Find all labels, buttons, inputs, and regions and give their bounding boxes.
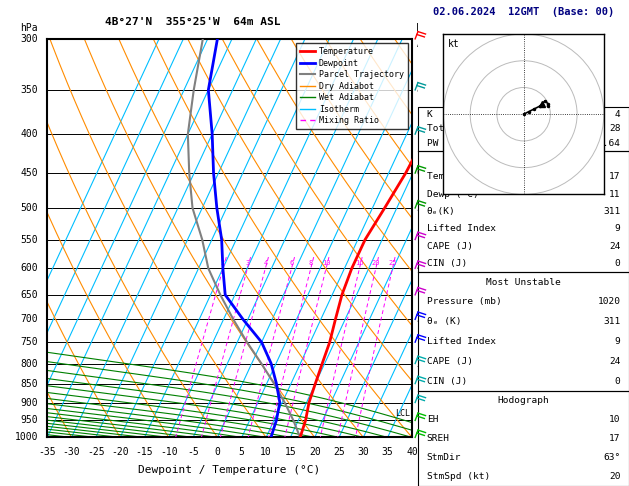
Text: 25: 25 — [388, 260, 397, 266]
Text: 02.06.2024  12GMT  (Base: 00): 02.06.2024 12GMT (Base: 00) — [433, 7, 615, 17]
Text: 8: 8 — [416, 85, 422, 95]
Text: Hodograph: Hodograph — [498, 396, 550, 405]
Text: 63°: 63° — [603, 453, 621, 462]
Text: Totals Totals: Totals Totals — [426, 124, 501, 133]
Text: 28: 28 — [609, 124, 621, 133]
Text: θₑ (K): θₑ (K) — [426, 317, 461, 326]
Text: 800: 800 — [20, 359, 38, 368]
Text: 25: 25 — [333, 447, 345, 457]
Text: CIN (J): CIN (J) — [426, 377, 467, 386]
Text: 0: 0 — [214, 447, 220, 457]
Text: 20: 20 — [609, 472, 621, 481]
Text: SREH: SREH — [426, 434, 450, 443]
Text: 2: 2 — [221, 260, 225, 266]
Text: Lifted Index: Lifted Index — [426, 224, 496, 233]
Text: hPa: hPa — [20, 23, 38, 33]
Text: K: K — [426, 110, 433, 119]
Text: CAPE (J): CAPE (J) — [426, 242, 473, 251]
Text: 450: 450 — [20, 168, 38, 178]
Text: PW (cm): PW (cm) — [426, 139, 467, 148]
Text: 30: 30 — [357, 447, 369, 457]
Text: Lifted Index: Lifted Index — [426, 337, 496, 346]
Text: 9: 9 — [615, 337, 621, 346]
Text: -5: -5 — [187, 447, 199, 457]
Text: 350: 350 — [20, 85, 38, 95]
Text: Dewpoint / Temperature (°C): Dewpoint / Temperature (°C) — [138, 465, 321, 475]
Text: 950: 950 — [20, 416, 38, 425]
Text: CAPE (J): CAPE (J) — [426, 357, 473, 366]
Text: 5: 5 — [416, 203, 422, 213]
Text: 1020: 1020 — [598, 297, 621, 307]
Text: 400: 400 — [20, 129, 38, 139]
Text: 40: 40 — [406, 447, 418, 457]
Text: 300: 300 — [20, 34, 38, 44]
Text: -20: -20 — [111, 447, 129, 457]
Text: ASL: ASL — [416, 39, 434, 49]
Text: 850: 850 — [20, 379, 38, 389]
Text: 650: 650 — [20, 290, 38, 300]
Text: 750: 750 — [20, 337, 38, 347]
Text: 24: 24 — [609, 242, 621, 251]
Text: 15: 15 — [284, 447, 296, 457]
Text: 6: 6 — [416, 168, 422, 178]
Text: 20: 20 — [309, 447, 321, 457]
Text: CIN (J): CIN (J) — [426, 259, 467, 268]
Text: Surface: Surface — [504, 155, 543, 164]
Text: 24: 24 — [609, 357, 621, 366]
Text: 5: 5 — [239, 447, 245, 457]
Text: 7: 7 — [416, 129, 422, 139]
Text: 500: 500 — [20, 203, 38, 213]
Text: 8: 8 — [309, 260, 313, 266]
Text: 16: 16 — [355, 260, 364, 266]
Legend: Temperature, Dewpoint, Parcel Trajectory, Dry Adiabot, Wet Adiabat, Isotherm, Mi: Temperature, Dewpoint, Parcel Trajectory… — [296, 43, 408, 129]
Text: 10: 10 — [609, 415, 621, 424]
Text: -35: -35 — [38, 447, 56, 457]
Text: 9: 9 — [615, 224, 621, 233]
Text: -10: -10 — [160, 447, 177, 457]
Text: 600: 600 — [20, 263, 38, 273]
Text: 6: 6 — [289, 260, 294, 266]
Text: Pressure (mb): Pressure (mb) — [426, 297, 501, 307]
Text: 20: 20 — [372, 260, 380, 266]
Text: -30: -30 — [63, 447, 81, 457]
Text: Most Unstable: Most Unstable — [486, 278, 561, 287]
Text: 0: 0 — [615, 377, 621, 386]
Text: EH: EH — [426, 415, 438, 424]
Text: 4: 4 — [615, 110, 621, 119]
Text: 700: 700 — [20, 314, 38, 324]
Text: 3: 3 — [245, 260, 250, 266]
Text: -15: -15 — [136, 447, 153, 457]
Text: 311: 311 — [603, 317, 621, 326]
Text: LCL: LCL — [396, 409, 411, 418]
Text: 1000: 1000 — [14, 433, 38, 442]
Text: 4: 4 — [416, 263, 422, 273]
Text: -25: -25 — [87, 447, 104, 457]
Text: 1: 1 — [416, 398, 422, 408]
Text: 10: 10 — [260, 447, 272, 457]
Text: 11: 11 — [609, 190, 621, 199]
Text: Temp (°C): Temp (°C) — [426, 172, 479, 181]
Text: 17: 17 — [609, 172, 621, 181]
Text: 35: 35 — [382, 447, 394, 457]
Text: θₑ(K): θₑ(K) — [426, 207, 455, 216]
Text: StmSpd (kt): StmSpd (kt) — [426, 472, 490, 481]
Text: kt: kt — [448, 39, 460, 49]
Text: Dewp (°C): Dewp (°C) — [426, 190, 479, 199]
Text: 311: 311 — [603, 207, 621, 216]
Text: StmDir: StmDir — [426, 453, 461, 462]
Text: km: km — [416, 23, 428, 33]
Text: 4B°27'N  355°25'W  64m ASL: 4B°27'N 355°25'W 64m ASL — [105, 17, 281, 27]
Text: 4: 4 — [264, 260, 267, 266]
Text: 17: 17 — [609, 434, 621, 443]
Text: 0: 0 — [615, 259, 621, 268]
Text: 900: 900 — [20, 398, 38, 408]
Text: 1.64: 1.64 — [598, 139, 621, 148]
Text: 10: 10 — [322, 260, 330, 266]
Text: Mixing Ratio (g/kg): Mixing Ratio (g/kg) — [436, 182, 446, 294]
Text: 2: 2 — [416, 359, 422, 368]
Text: 3: 3 — [416, 314, 422, 324]
Text: 550: 550 — [20, 235, 38, 244]
